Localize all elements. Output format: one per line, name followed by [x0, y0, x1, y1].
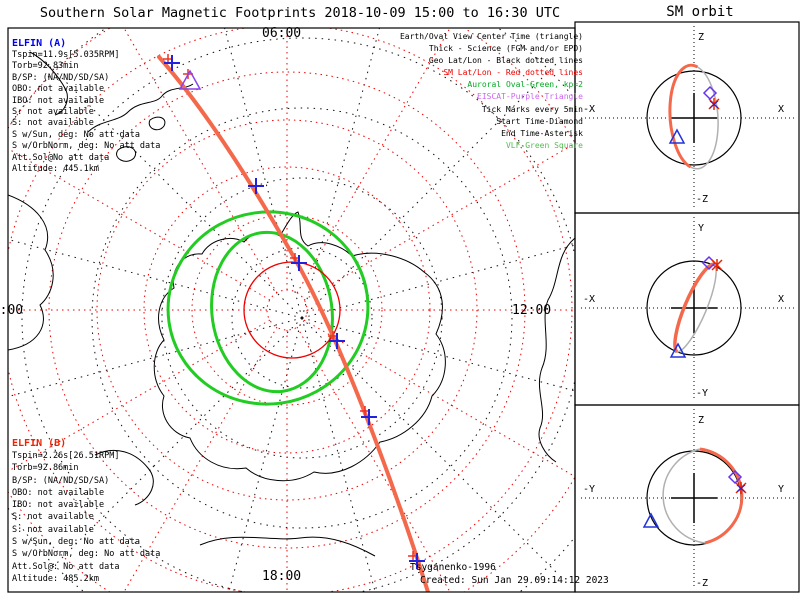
- axis-label: -Y: [696, 388, 708, 399]
- center-time-triangle-icon: [669, 342, 687, 358]
- legend-line: End Time-Asterisk: [501, 128, 583, 138]
- info-line: IBO: not available: [12, 95, 105, 106]
- info-line: S: not available: [12, 512, 94, 523]
- info-line: B/SP: (NA/ND/SD/SA): [12, 475, 110, 486]
- axis-label: -X: [583, 104, 595, 115]
- elfin-a-info-block: ELFIN (A) Tspin=11.9s[5.035RPM] Torb=92.…: [12, 37, 222, 175]
- center-cross: [671, 473, 717, 523]
- info-line: S w/Sun, deg: No att data: [12, 129, 140, 140]
- info-line: S: not available: [12, 107, 94, 118]
- info-line: S w/OrbNorm, deg: No att data: [12, 141, 161, 152]
- center-time-triangle-icon: [668, 128, 686, 144]
- info-line: B/SP: (NA/ND/SD/SA): [12, 72, 110, 83]
- sm-orbit-panel-yz: Z -Z -Y Y: [581, 409, 795, 589]
- legend-line: EISCAT-Purple Triangle: [477, 92, 583, 102]
- info-line: S w/OrbNorm, deg: No att data: [12, 549, 161, 560]
- axis-label: -Y: [583, 484, 595, 495]
- panel3-border: [574, 404, 800, 593]
- legend-line: Thick - Science (FGM and/or EPD): [428, 44, 583, 54]
- axis-label: Y: [778, 484, 784, 495]
- sm-grid: [8, 28, 575, 592]
- orbit-far-side: [676, 263, 717, 353]
- axis-label: Z: [698, 415, 704, 426]
- axis-label: -Z: [696, 578, 708, 589]
- auroral-oval: [166, 210, 370, 406]
- figure-title: Southern Solar Magnetic Footprints 2018-…: [39, 5, 561, 21]
- orbit-near-side: [699, 447, 744, 545]
- eiscat-triangle-icon: [178, 69, 202, 90]
- center-time-triangle-icon: [642, 512, 660, 528]
- info-line: Altitude: 485.2km: [12, 573, 99, 584]
- info-line: Altitude: 445.1km: [12, 164, 99, 175]
- sm-orbit-panel-xy: Y -Y -X X: [581, 217, 795, 401]
- info-line: Tspin=11.9s[5.035RPM]: [12, 50, 120, 60]
- axis-label: Z: [698, 32, 704, 43]
- legend: Earth/Oval View Center Time (triangle) T…: [313, 31, 583, 152]
- elfin-b-heading: ELFIN (B): [12, 438, 67, 449]
- info-line: Torb=92.83min: [12, 61, 79, 72]
- start-diamond-icon: [727, 469, 743, 485]
- footprint-track: [157, 55, 430, 592]
- sm-orbit-title: SM orbit: [666, 4, 734, 20]
- legend-line: Start Time-Diamond: [496, 116, 583, 126]
- axis-label: -Z: [696, 194, 708, 205]
- orbit-far-side: [690, 66, 719, 170]
- axis-label: X: [778, 104, 784, 115]
- info-line: Att.Sol@: No att data: [12, 561, 120, 572]
- axis-label: Y: [698, 223, 704, 234]
- elfin-a-heading: ELFIN (A): [12, 38, 67, 49]
- mlt-label-1200: 12:00: [512, 303, 552, 318]
- info-line: Att.Sol@No att data: [12, 152, 110, 163]
- axis-label: X: [778, 294, 784, 305]
- orbit-near-side: [668, 63, 699, 169]
- center-cross: [671, 93, 717, 143]
- info-line: OBO: not available: [12, 84, 105, 95]
- tick-marks: [164, 55, 425, 569]
- mlt-label-1800: 18:00: [262, 569, 302, 584]
- legend-line: Auroral Oval-Green, kp=2: [467, 80, 583, 90]
- created-timestamp: Created: Sun Jan 29 09:14:12 2023: [420, 575, 609, 586]
- legend-line: Tick Marks every 5min: [481, 104, 583, 114]
- end-asterisk-icon: [711, 259, 723, 271]
- info-line: S: not available: [12, 118, 94, 129]
- panel2-border: [574, 212, 800, 406]
- mlt-label-0600: 06:00: [262, 26, 302, 41]
- orbit-far-side: [662, 448, 706, 544]
- legend-line: Earth/Oval View Center Time (triangle): [399, 32, 583, 41]
- earth-circle: [646, 260, 742, 356]
- info-line: OBO: not available: [12, 487, 105, 498]
- mlt-label-0000: 00:00: [0, 303, 24, 318]
- elfin-b-info-block: ELFIN (B) Tspin=2.26s[26.51RPM] Torb=92.…: [12, 437, 222, 585]
- sm-orbit-panel-xz: Z -Z -X X: [581, 26, 795, 210]
- antarctica-coast: [153, 211, 446, 482]
- info-line: IBO: not available: [12, 500, 105, 511]
- model-label: Tsyganenko-1996: [410, 562, 496, 573]
- geo-grid: [8, 28, 575, 592]
- info-line: S: not available: [12, 524, 94, 535]
- legend-line: VLF-Green Square: [505, 140, 583, 150]
- sm-lat-circle: [243, 261, 341, 359]
- earth-circle: [646, 70, 742, 166]
- center-cross: [671, 283, 717, 333]
- legend-line: Geo Lat/Lon - Black dotted lines: [428, 56, 583, 66]
- coastlines: [8, 51, 575, 557]
- info-line: Torb=92.86min: [12, 463, 79, 474]
- info-line: S w/Sun, deg: No att data: [12, 537, 140, 548]
- info-line: Tspin=2.26s[26.51RPM]: [12, 451, 120, 461]
- legend-line: SM Lat/Lon - Red dotted lines: [443, 68, 583, 78]
- axis-label: -X: [583, 294, 595, 305]
